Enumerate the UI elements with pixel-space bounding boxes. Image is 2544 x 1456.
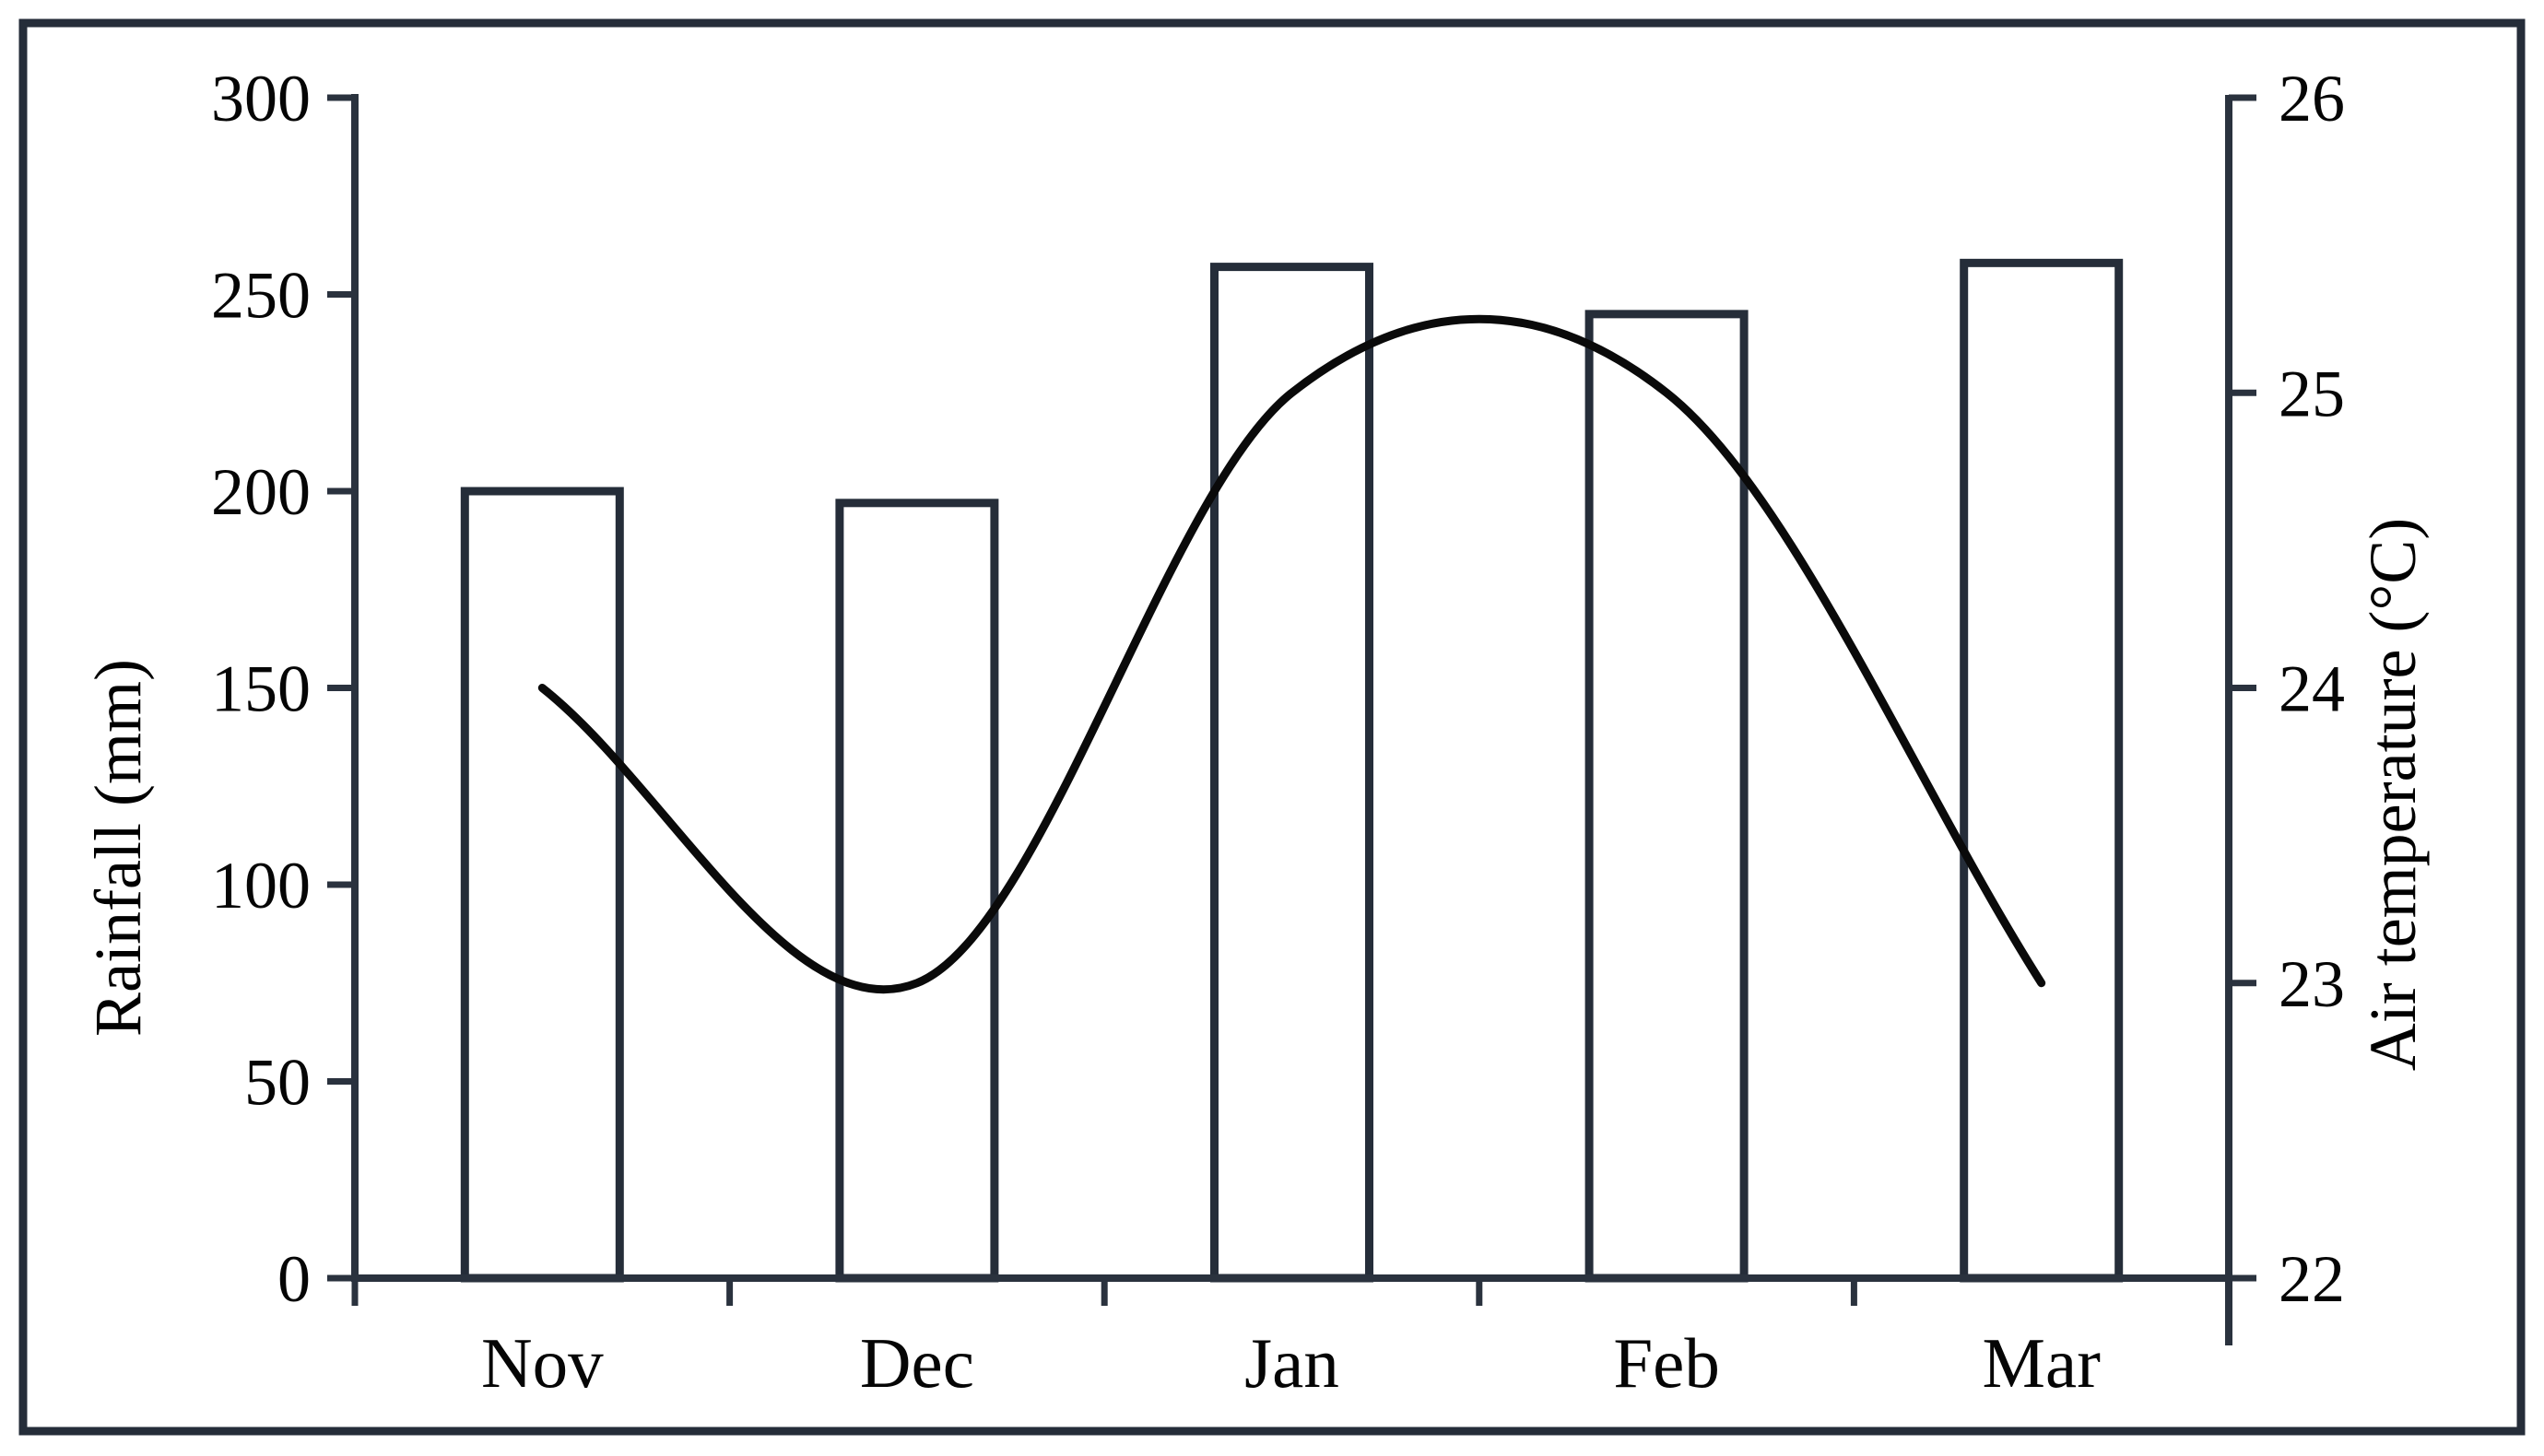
left-axis-tick-label: 200	[211, 455, 311, 529]
left-axis-title: Rainfall (mm)	[81, 659, 155, 1037]
bars-layer	[460, 258, 2124, 1283]
temperature-curve	[537, 314, 2046, 994]
x-axis-category-label: Dec	[860, 1323, 974, 1403]
left-axis-tick-label: 150	[211, 652, 311, 726]
rainfall-bar	[1960, 258, 2124, 1283]
left-axis-tick-label: 250	[211, 259, 311, 333]
left-axis-tick-label: 300	[211, 62, 311, 135]
axes-layer	[327, 94, 2256, 1345]
x-axis-category-label: Mar	[1983, 1323, 2101, 1403]
x-axis-category-label: Nov	[481, 1323, 604, 1403]
rainfall-bar	[835, 499, 999, 1283]
right-axis-title: Air temperature (°C)	[2356, 518, 2430, 1072]
temperature-line-layer	[537, 314, 2046, 994]
rainfall-bar	[460, 487, 624, 1283]
x-axis-category-label: Feb	[1613, 1323, 1720, 1403]
right-axis-tick-label: 25	[2279, 357, 2345, 430]
rainfall-bar	[1210, 263, 1373, 1283]
left-axis-tick-label: 50	[244, 1046, 311, 1120]
right-axis-tick-label: 22	[2279, 1242, 2345, 1316]
right-axis-tick-label: 24	[2279, 652, 2345, 726]
figure-border	[18, 18, 2526, 1436]
left-axis-tick-label: 0	[277, 1242, 311, 1316]
x-axis-category-label: Jan	[1244, 1323, 1339, 1403]
left-axis-tick-label: 100	[211, 849, 311, 922]
rainfall-bar	[1584, 310, 1749, 1283]
right-axis-tick-label: 26	[2279, 62, 2345, 135]
labels-layer: 0 50 100 150 200 250 300 22 23 24 25 26 Nov Dec Jan Feb…	[211, 62, 2345, 1403]
right-axis-tick-label: 23	[2279, 947, 2345, 1021]
